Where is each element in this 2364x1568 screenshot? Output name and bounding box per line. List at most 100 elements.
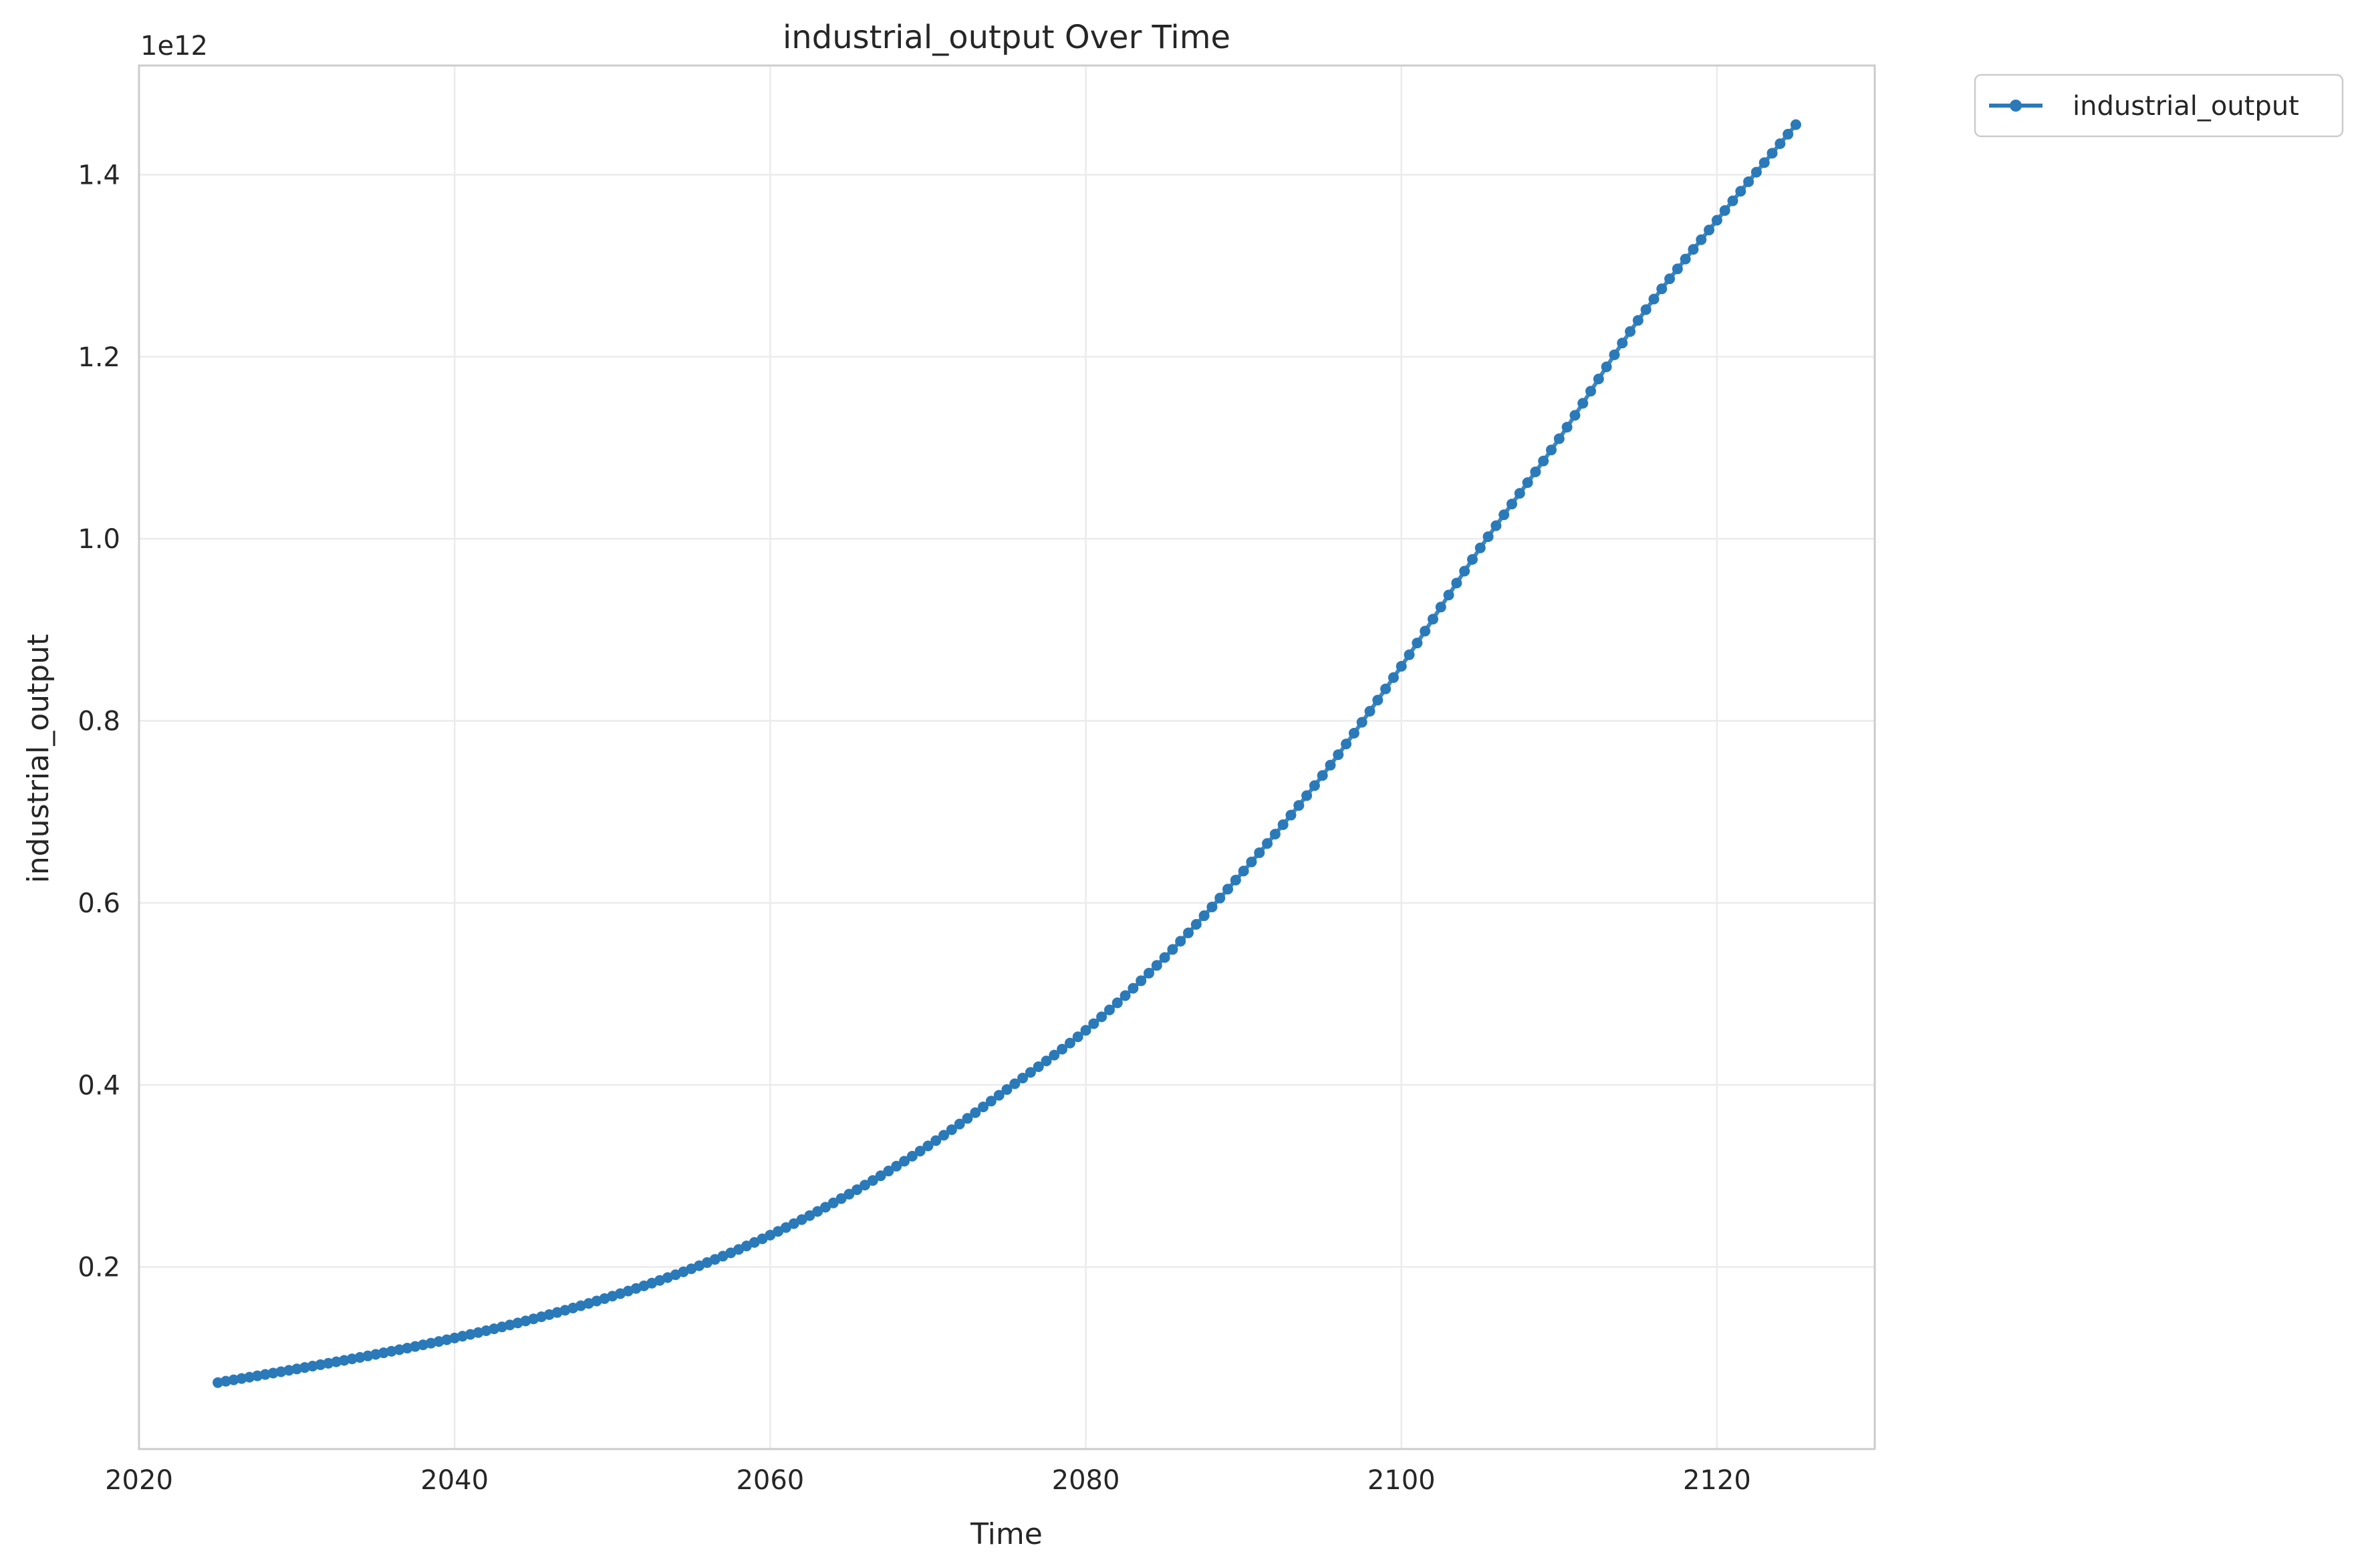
- data-point: [1103, 1005, 1115, 1016]
- data-point: [259, 1369, 271, 1380]
- data-point: [346, 1353, 358, 1365]
- data-point: [236, 1373, 247, 1384]
- y-tick-label: 0.8: [78, 706, 120, 737]
- data-point: [1057, 1043, 1068, 1055]
- data-point: [1238, 866, 1249, 877]
- y-tick-label: 1.4: [78, 160, 120, 190]
- data-point: [1719, 205, 1730, 216]
- data-point: [1317, 770, 1328, 781]
- data-point: [1664, 273, 1676, 285]
- data-point: [299, 1362, 310, 1374]
- data-point: [1388, 672, 1399, 683]
- data-point: [331, 1356, 342, 1367]
- data-point: [1459, 565, 1470, 577]
- data-point: [780, 1222, 791, 1233]
- data-point: [1072, 1031, 1083, 1043]
- data-point: [1222, 884, 1234, 895]
- data-point: [993, 1089, 1005, 1101]
- y-tick-label: 1.0: [78, 524, 120, 555]
- data-point: [1546, 444, 1557, 456]
- data-point: [1159, 952, 1170, 963]
- data-point: [843, 1188, 855, 1200]
- plot-frame: [138, 64, 1876, 1450]
- data-point: [1743, 176, 1754, 187]
- data-point: [1372, 694, 1384, 706]
- data-point: [220, 1376, 231, 1387]
- data-point: [1325, 759, 1336, 771]
- data-point: [1356, 716, 1367, 728]
- data-point: [1625, 325, 1636, 337]
- data-point: [1632, 315, 1644, 326]
- x-tick-label: 2060: [736, 1465, 804, 1496]
- data-point: [1136, 975, 1147, 987]
- data-point: [1214, 892, 1226, 904]
- x-tick-labels: 2020 2040 2060 2080 2100 2120: [105, 1465, 1751, 1496]
- data-point: [1593, 373, 1604, 384]
- data-point: [283, 1365, 295, 1376]
- data-point: [1301, 790, 1313, 801]
- data-point: [1735, 186, 1746, 197]
- x-tick-label: 2020: [105, 1465, 173, 1496]
- x-tick-label: 2080: [1052, 1465, 1120, 1496]
- data-point: [267, 1367, 279, 1379]
- data-point: [1648, 293, 1660, 305]
- data-point: [1404, 649, 1415, 660]
- data-point: [1285, 809, 1297, 821]
- data-point: [1427, 614, 1438, 625]
- x-tick-label: 2040: [420, 1465, 489, 1496]
- data-point: [1293, 800, 1305, 811]
- data-point: [1609, 349, 1620, 360]
- chart-title: industrial_output Over Time: [783, 19, 1230, 56]
- data-point: [1364, 706, 1375, 717]
- data-point: [1206, 901, 1218, 912]
- data-point: [1341, 739, 1352, 750]
- data-point: [922, 1140, 934, 1152]
- data-point: [1143, 968, 1154, 979]
- legend-marker-swatch: [2010, 100, 2022, 112]
- data-point: [804, 1210, 815, 1221]
- data-point: [1775, 138, 1786, 150]
- data-point: [1617, 338, 1628, 349]
- data-point: [819, 1202, 831, 1213]
- data-point: [970, 1107, 981, 1118]
- y-tick-labels: 0.2 0.4 0.6 0.8 1.0 1.2 1.4: [78, 160, 120, 1283]
- data-point: [1538, 455, 1549, 467]
- data-point: [1696, 234, 1707, 245]
- data-point: [1128, 983, 1139, 994]
- x-tick-label: 2100: [1367, 1465, 1436, 1496]
- data-point: [788, 1218, 799, 1229]
- x-tick-label: 2120: [1683, 1465, 1751, 1496]
- data-point: [1601, 361, 1612, 372]
- data-point: [1420, 626, 1431, 637]
- data-point: [1396, 660, 1407, 672]
- data-point: [1569, 410, 1581, 421]
- data-point: [1167, 944, 1178, 955]
- data-point: [1553, 433, 1565, 444]
- data-point: [1474, 542, 1486, 553]
- y-axis-label: industrial_output: [21, 634, 55, 884]
- data-point: [1727, 195, 1738, 207]
- data-point: [1451, 577, 1462, 589]
- x-axis-label: Time: [970, 1517, 1043, 1551]
- data-point: [1561, 422, 1573, 433]
- data-point: [1183, 927, 1194, 938]
- data-point: [1262, 837, 1273, 849]
- data-point: [307, 1360, 318, 1371]
- y-tick-label: 0.4: [78, 1070, 120, 1101]
- data-point: [1435, 602, 1446, 613]
- data-point: [1766, 148, 1778, 159]
- data-point: [1190, 918, 1202, 930]
- data-point: [1151, 960, 1162, 971]
- data-point: [1041, 1055, 1052, 1067]
- data-point: [315, 1359, 326, 1370]
- data-point: [946, 1124, 957, 1136]
- data-point: [796, 1214, 807, 1225]
- data-point: [338, 1355, 350, 1366]
- data-point: [1506, 499, 1517, 510]
- data-point: [1412, 638, 1423, 649]
- data-point: [1577, 398, 1589, 409]
- data-point: [1522, 477, 1533, 489]
- data-point: [1758, 157, 1770, 168]
